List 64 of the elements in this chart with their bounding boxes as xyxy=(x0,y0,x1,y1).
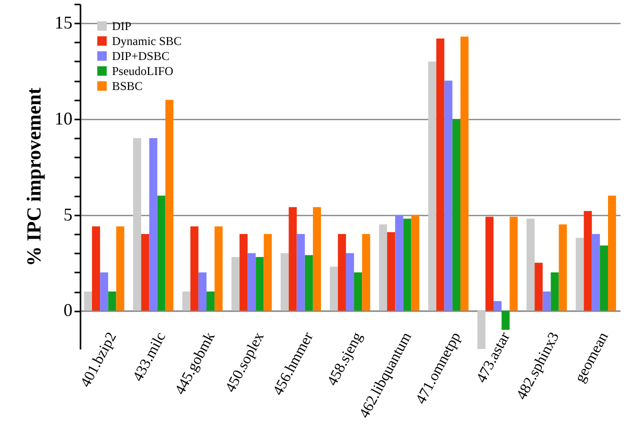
legend-label: PseudoLIFO xyxy=(112,64,174,78)
bar xyxy=(84,292,92,311)
bar xyxy=(312,207,321,311)
bar xyxy=(280,253,289,311)
bar xyxy=(296,234,305,311)
bar xyxy=(379,224,388,311)
bar xyxy=(92,226,100,311)
bar xyxy=(542,292,551,311)
bar xyxy=(550,272,559,311)
bar xyxy=(460,36,469,311)
bar xyxy=(510,216,518,311)
bar xyxy=(387,232,396,311)
bar xyxy=(436,38,444,311)
bar xyxy=(108,292,116,311)
bar xyxy=(157,196,166,311)
bar xyxy=(592,234,600,311)
bar xyxy=(584,211,592,311)
bar xyxy=(600,246,608,311)
bar xyxy=(452,119,460,311)
bar xyxy=(149,138,158,311)
bar xyxy=(502,310,510,330)
legend-label: DIP+DSBC xyxy=(112,49,170,63)
bar xyxy=(206,292,215,311)
bar xyxy=(485,216,494,311)
y-tick-label: 5 xyxy=(64,204,72,224)
bar xyxy=(608,196,616,311)
bar xyxy=(558,224,567,311)
bar xyxy=(534,262,543,311)
bar xyxy=(338,234,346,311)
bar xyxy=(288,207,297,311)
bar xyxy=(198,272,206,311)
bar xyxy=(116,226,124,311)
bar xyxy=(411,214,420,311)
bar xyxy=(395,214,404,311)
bar xyxy=(346,253,354,311)
legend-label: DIP xyxy=(112,19,132,33)
bar xyxy=(248,253,256,311)
bar xyxy=(264,234,272,311)
bar xyxy=(576,238,584,311)
bar xyxy=(428,62,436,311)
bar xyxy=(214,226,223,311)
y-tick-label: 0 xyxy=(64,300,72,320)
bar xyxy=(494,301,502,311)
bar xyxy=(403,218,412,311)
bar xyxy=(231,257,240,311)
bar xyxy=(182,292,190,311)
legend-label: BSBC xyxy=(112,79,143,93)
bar xyxy=(256,257,264,311)
bar xyxy=(190,226,198,311)
y-axis-title: % IPC improvement xyxy=(24,87,46,266)
bar xyxy=(240,234,248,311)
y-tick-label: 10 xyxy=(54,108,72,128)
bar xyxy=(100,272,108,311)
bar xyxy=(304,255,313,311)
y-tick-label: 15 xyxy=(54,12,72,33)
bar xyxy=(141,234,150,311)
bar xyxy=(330,266,338,311)
bar xyxy=(133,138,142,311)
bar xyxy=(362,234,370,311)
bar xyxy=(165,100,174,311)
bar xyxy=(444,80,452,311)
legend-label: Dynamic SBC xyxy=(112,34,182,48)
bar xyxy=(526,218,535,311)
bar xyxy=(354,272,362,311)
